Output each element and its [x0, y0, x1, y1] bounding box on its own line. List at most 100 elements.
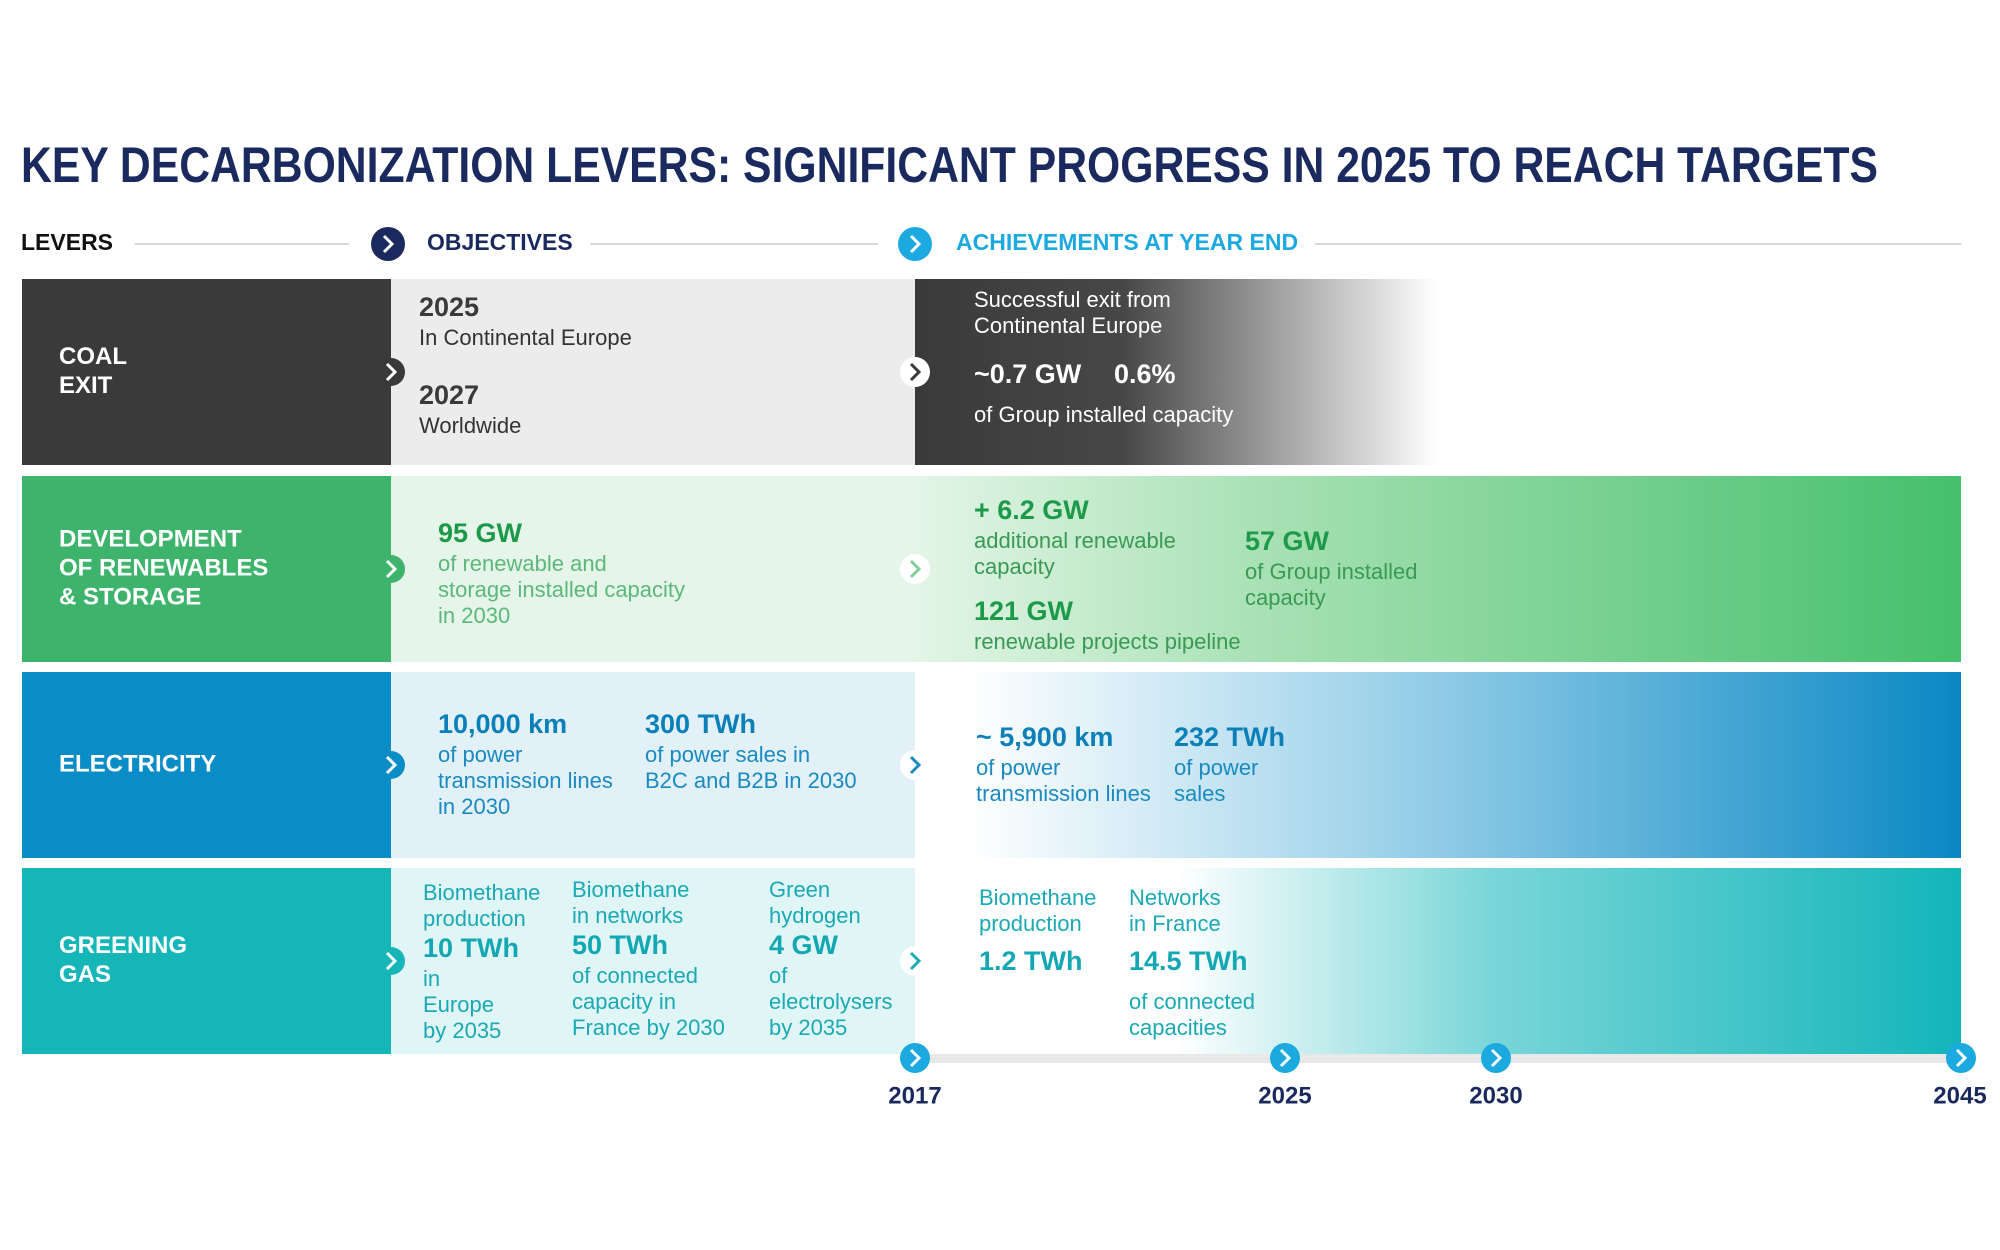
objectives-cell: [391, 868, 915, 1054]
block-figure: 10,000 km: [438, 709, 567, 739]
column-header: OBJECTIVES: [427, 229, 573, 255]
block-text: B2C and B2B in 2030: [645, 768, 857, 793]
timeline-bar: [915, 1053, 1961, 1063]
chevron: [909, 362, 922, 382]
column-header: ACHIEVEMENTS AT YEAR END: [956, 229, 1298, 255]
chevron: [1955, 1048, 1968, 1068]
block-figure: 10 TWh: [423, 933, 519, 963]
block-text: of connected: [1129, 989, 1255, 1014]
row-arrow: [377, 751, 405, 779]
chevron: [909, 755, 922, 775]
lever-cell: [22, 672, 391, 858]
block-text: capacity in: [572, 989, 676, 1014]
block-figure: 2025: [419, 292, 479, 322]
block-text: transmission lines: [438, 768, 613, 793]
lever-title: GREENING: [59, 932, 187, 959]
row-arrow: [377, 555, 405, 583]
chevron: [385, 559, 398, 579]
achievements-cell: [915, 476, 1961, 662]
block-figure: 57 GW: [1245, 526, 1330, 556]
objectives-cell: [391, 476, 915, 662]
block-text: of Group installed capacity: [974, 402, 1233, 427]
block-text: in: [423, 966, 440, 991]
objectives-cell: [391, 672, 915, 858]
block-figure: 50 TWh: [572, 930, 668, 960]
block-text: France by 2030: [572, 1015, 725, 1040]
block-figure: 1.2 TWh: [979, 946, 1083, 976]
block-label: Biomethane: [423, 880, 540, 905]
page-title: KEY DECARBONIZATION LEVERS: SIGNIFICANT …: [21, 137, 1878, 193]
achievements-cell: [915, 279, 1961, 465]
block-text: electrolysers: [769, 989, 892, 1014]
header-chevron: [909, 234, 922, 254]
timeline-dot: [1946, 1043, 1976, 1073]
block-text: sales: [1174, 781, 1225, 806]
row-arrow: [377, 358, 405, 386]
achievements-cell: [915, 672, 1961, 858]
timeline-dot: [1481, 1043, 1511, 1073]
chevron: [909, 1048, 922, 1068]
lever-title: COAL: [59, 343, 127, 370]
header-chevron: [382, 234, 395, 254]
row-arrow: [900, 357, 930, 387]
block-text: capacities: [1129, 1015, 1227, 1040]
column-header: LEVERS: [21, 229, 113, 255]
block-figure: 232 TWh: [1174, 722, 1285, 752]
block-text: of connected: [572, 963, 698, 988]
lever-cell: [22, 279, 391, 465]
block-figure: 0.6%: [1114, 359, 1176, 389]
block-text: capacity: [974, 554, 1055, 579]
objectives-cell: [391, 279, 915, 465]
block-label: in networks: [572, 903, 683, 928]
block-text: of power: [1174, 755, 1258, 780]
block-text: by 2035: [423, 1018, 501, 1043]
block-text: in 2030: [438, 794, 510, 819]
block-text: by 2035: [769, 1015, 847, 1040]
block-label: in France: [1129, 911, 1221, 936]
chevron: [909, 559, 922, 579]
block-label: production: [423, 906, 526, 931]
block-text: renewable projects pipeline: [974, 629, 1241, 654]
lever-title: ELECTRICITY: [59, 750, 216, 777]
row-arrow: [377, 947, 405, 975]
block-figure: ~ 5,900 km: [976, 722, 1113, 752]
block-text: Successful exit from: [974, 287, 1171, 312]
timeline-year: 2025: [1258, 1082, 1311, 1109]
block-label: Biomethane: [979, 885, 1096, 910]
block-text: storage installed capacity: [438, 577, 685, 602]
block-text: of Group installed: [1245, 559, 1417, 584]
timeline-dot: [900, 1043, 930, 1073]
block-label: hydrogen: [769, 903, 861, 928]
block-text: Continental Europe: [974, 313, 1162, 338]
block-figure: 2027: [419, 380, 479, 410]
timeline-dot: [1270, 1043, 1300, 1073]
lever-cell: [22, 476, 391, 662]
block-label: Green: [769, 877, 830, 902]
lever-title: DEVELOPMENT: [59, 525, 242, 552]
block-text: of power sales in: [645, 742, 810, 767]
block-label: Networks: [1129, 885, 1221, 910]
block-figure: ~0.7 GW: [974, 359, 1082, 389]
block-text: of power: [438, 742, 522, 767]
header-arrow: [371, 227, 405, 261]
chevron: [385, 362, 398, 382]
chevron: [1490, 1048, 1503, 1068]
chevron: [1279, 1048, 1292, 1068]
lever-cell: [22, 868, 391, 1054]
block-figure: 300 TWh: [645, 709, 756, 739]
block-text: capacity: [1245, 585, 1326, 610]
block-label: Biomethane: [572, 877, 689, 902]
chevron: [385, 951, 398, 971]
achievements-cell: [915, 868, 1961, 1054]
row-arrow: [900, 946, 930, 976]
timeline-year: 2030: [1469, 1082, 1522, 1109]
block-text: of power: [976, 755, 1060, 780]
row-arrow: [900, 750, 930, 780]
chevron: [909, 951, 922, 971]
lever-title: OF RENEWABLES: [59, 554, 268, 581]
block-figure: 4 GW: [769, 930, 839, 960]
block-text: Worldwide: [419, 413, 521, 438]
header-arrow: [898, 227, 932, 261]
lever-title: GAS: [59, 961, 111, 988]
